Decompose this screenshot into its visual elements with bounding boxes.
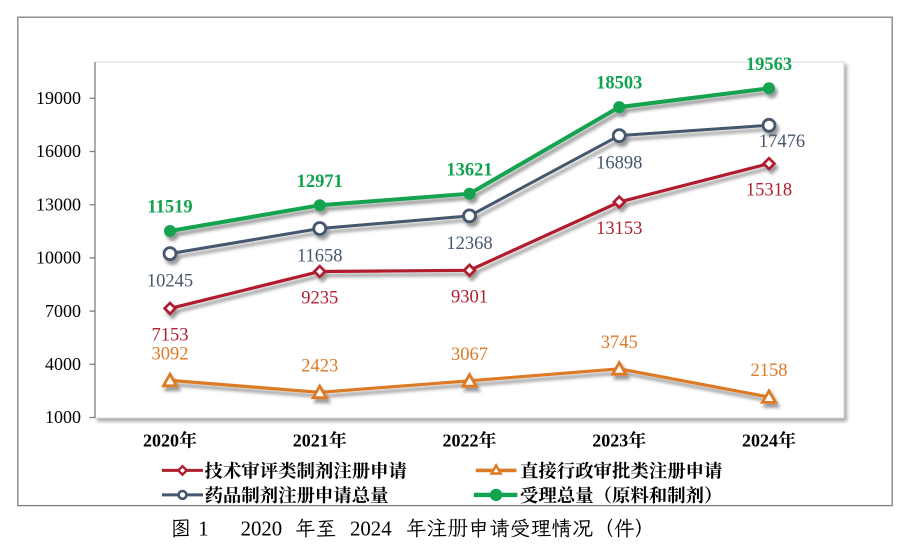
svg-text:3745: 3745 (601, 333, 638, 353)
svg-text:16000: 16000 (36, 141, 81, 161)
svg-text:4000: 4000 (45, 354, 81, 374)
svg-text:2024: 2024 (350, 518, 392, 541)
svg-text:3067: 3067 (451, 345, 488, 365)
svg-text:10245: 10245 (147, 272, 193, 292)
svg-text:12368: 12368 (446, 234, 492, 254)
svg-text:2021: 2021 (293, 431, 329, 451)
svg-text:13621: 13621 (446, 160, 492, 180)
svg-text:1: 1 (198, 518, 208, 541)
svg-text:17476: 17476 (759, 132, 805, 152)
svg-text:19563: 19563 (746, 55, 792, 75)
svg-text:18503: 18503 (596, 74, 642, 94)
svg-text:12971: 12971 (297, 172, 343, 192)
svg-text:9301: 9301 (451, 287, 488, 307)
svg-text:9235: 9235 (301, 289, 338, 309)
svg-text:2023: 2023 (592, 431, 628, 451)
svg-text:13153: 13153 (596, 219, 642, 239)
svg-text:15318: 15318 (746, 181, 792, 201)
svg-text:7153: 7153 (152, 325, 189, 345)
svg-text:11519: 11519 (147, 198, 192, 218)
svg-text:3092: 3092 (152, 344, 189, 364)
svg-text:2020: 2020 (241, 518, 283, 541)
svg-text:11658: 11658 (297, 246, 343, 266)
svg-text:2024: 2024 (742, 431, 778, 451)
svg-text:19000: 19000 (36, 88, 81, 108)
svg-text:10000: 10000 (36, 248, 81, 268)
svg-text:1000: 1000 (45, 407, 81, 427)
svg-text:2423: 2423 (301, 356, 338, 376)
svg-text:2022: 2022 (443, 431, 479, 451)
svg-text:7000: 7000 (45, 301, 81, 321)
svg-text:2020: 2020 (143, 431, 179, 451)
svg-text:13000: 13000 (36, 194, 81, 214)
svg-text:2158: 2158 (751, 361, 788, 381)
svg-text:16898: 16898 (596, 154, 642, 174)
